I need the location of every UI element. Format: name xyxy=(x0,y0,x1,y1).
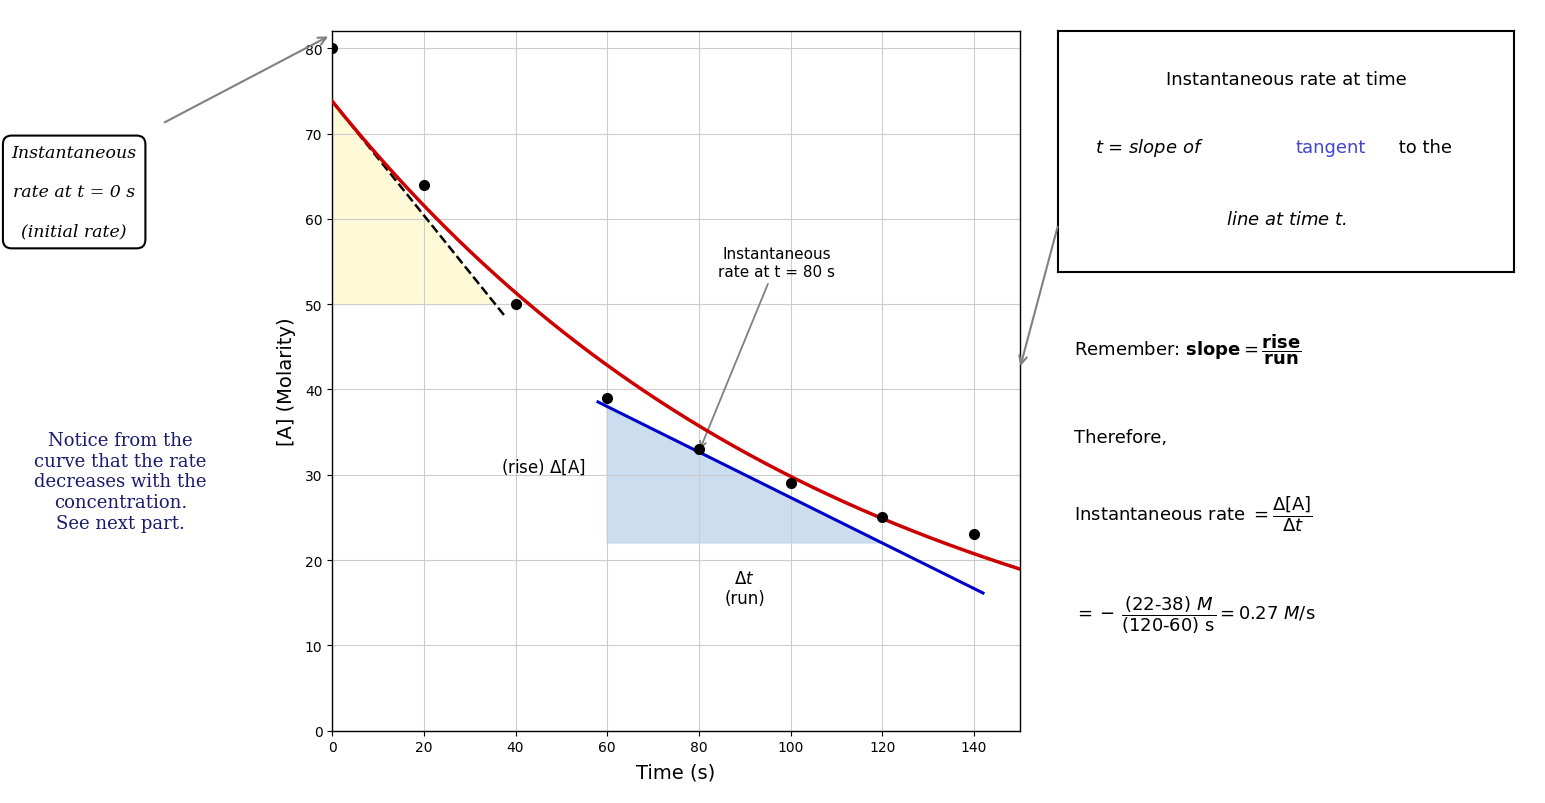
Text: $t$ = slope of: $t$ = slope of xyxy=(1095,137,1204,159)
Text: Therefore,: Therefore, xyxy=(1074,429,1166,446)
Text: Instantaneous

rate at t = 0 s

(initial rate): Instantaneous rate at t = 0 s (initial r… xyxy=(12,145,136,240)
Text: to the: to the xyxy=(1394,139,1452,157)
Text: Instantaneous
rate at t = 80 s: Instantaneous rate at t = 80 s xyxy=(700,247,836,448)
Text: Remember: $\mathbf{slope} = \dfrac{\mathbf{rise}}{\mathbf{run}}$: Remember: $\mathbf{slope} = \dfrac{\math… xyxy=(1074,332,1301,367)
Text: tangent: tangent xyxy=(1295,139,1366,157)
X-axis label: Time (s): Time (s) xyxy=(637,763,715,782)
Y-axis label: [A] (Molarity): [A] (Molarity) xyxy=(278,317,297,446)
Text: $\Delta t$
(run): $\Delta t$ (run) xyxy=(725,569,765,608)
Polygon shape xyxy=(607,407,882,544)
Text: Instantaneous rate at time: Instantaneous rate at time xyxy=(1166,71,1406,89)
Text: Notice from the
curve that the rate
decreases with the
concentration.
See next p: Notice from the curve that the rate decr… xyxy=(34,431,207,532)
Text: line at time $t$.: line at time $t$. xyxy=(1225,211,1347,229)
Polygon shape xyxy=(332,102,496,305)
Text: (rise) $\Delta$[A]: (rise) $\Delta$[A] xyxy=(501,457,586,476)
Text: Instantaneous rate $= \dfrac{\Delta[\mathrm{A}]}{\Delta t}$: Instantaneous rate $= \dfrac{\Delta[\mat… xyxy=(1074,494,1313,534)
Text: $= -\,\dfrac{(22\text{-}38)\ \mathit{M}}{(120\text{-}60)\ \mathrm{s}} = 0.27\ \m: $= -\,\dfrac{(22\text{-}38)\ \mathit{M}}… xyxy=(1074,593,1315,635)
